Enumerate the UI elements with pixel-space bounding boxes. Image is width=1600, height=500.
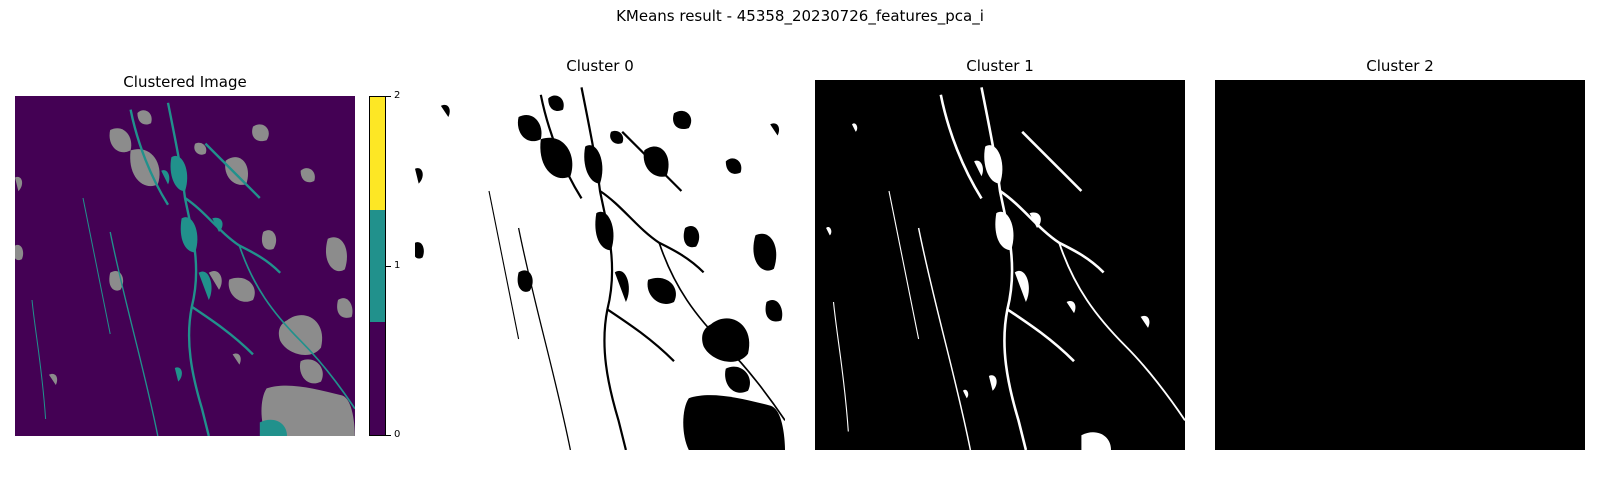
- clustered-image: [15, 96, 355, 436]
- cluster-2-title: Cluster 2: [1366, 57, 1434, 75]
- cluster-0-title: Cluster 0: [566, 57, 634, 75]
- colorbar: [369, 96, 386, 436]
- cluster-1-title: Cluster 1: [966, 57, 1034, 75]
- colorbar-band-2: [370, 97, 385, 210]
- colorbar-ticklabel-1: 1: [394, 260, 401, 271]
- colorbar-tick-2: [386, 96, 391, 97]
- cluster-2-mask: [1215, 80, 1585, 450]
- figure-title: KMeans result - 45358_20230726_features_…: [616, 7, 984, 25]
- colorbar-band-0: [370, 322, 385, 435]
- colorbar-tick-1: [386, 266, 391, 267]
- colorbar-ticklabel-0: 0: [394, 429, 401, 440]
- clustered-image-title: Clustered Image: [123, 73, 247, 91]
- colorbar-band-1: [370, 209, 385, 323]
- colorbar-tick-0: [386, 435, 391, 436]
- colorbar-ticklabel-2: 2: [394, 90, 401, 101]
- cluster-0-mask: [415, 80, 785, 450]
- cluster-1-mask: [815, 80, 1185, 450]
